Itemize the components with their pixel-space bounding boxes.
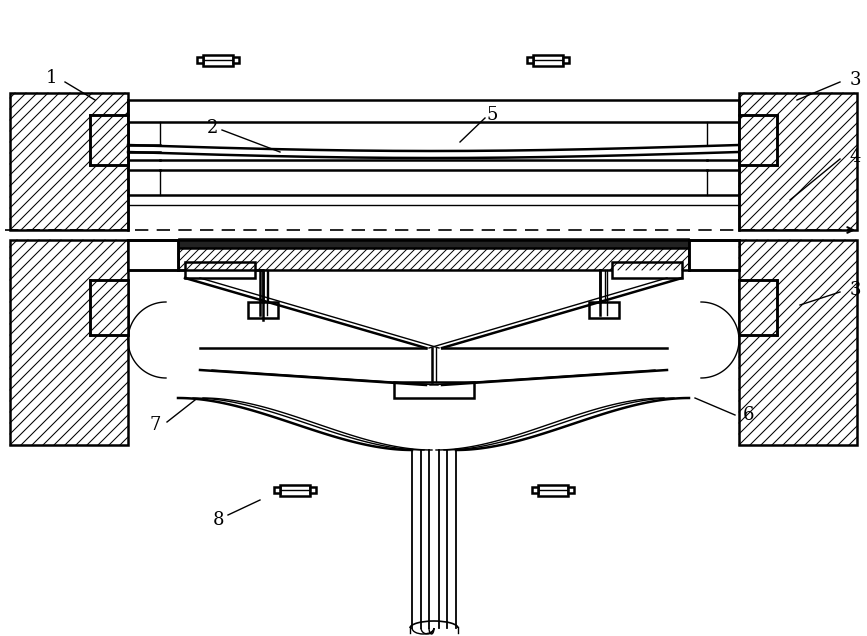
FancyBboxPatch shape — [248, 302, 278, 318]
FancyBboxPatch shape — [178, 238, 689, 248]
FancyBboxPatch shape — [90, 280, 128, 335]
FancyBboxPatch shape — [563, 57, 569, 63]
FancyBboxPatch shape — [739, 240, 857, 445]
FancyBboxPatch shape — [689, 240, 739, 270]
FancyBboxPatch shape — [90, 115, 128, 165]
Text: 6: 6 — [742, 406, 753, 424]
FancyBboxPatch shape — [233, 57, 239, 63]
FancyBboxPatch shape — [532, 487, 538, 493]
FancyBboxPatch shape — [739, 115, 777, 165]
Text: 4: 4 — [850, 148, 861, 166]
FancyBboxPatch shape — [185, 262, 255, 278]
Text: 1: 1 — [46, 69, 58, 87]
FancyBboxPatch shape — [128, 100, 739, 122]
FancyBboxPatch shape — [568, 487, 574, 493]
FancyBboxPatch shape — [589, 302, 619, 318]
FancyBboxPatch shape — [739, 93, 857, 230]
Text: 3: 3 — [850, 71, 861, 89]
FancyBboxPatch shape — [203, 55, 233, 66]
FancyBboxPatch shape — [739, 280, 777, 335]
Text: 7: 7 — [149, 416, 160, 434]
Text: 3: 3 — [850, 281, 861, 299]
Text: 5: 5 — [486, 106, 498, 124]
FancyBboxPatch shape — [394, 382, 474, 398]
FancyBboxPatch shape — [280, 485, 310, 495]
FancyBboxPatch shape — [538, 485, 568, 495]
FancyBboxPatch shape — [10, 240, 128, 445]
FancyBboxPatch shape — [310, 487, 316, 493]
FancyBboxPatch shape — [274, 487, 280, 493]
Text: 8: 8 — [212, 511, 224, 529]
FancyBboxPatch shape — [197, 57, 203, 63]
FancyBboxPatch shape — [128, 240, 178, 270]
FancyBboxPatch shape — [10, 93, 128, 230]
Text: 2: 2 — [207, 119, 218, 137]
FancyBboxPatch shape — [527, 57, 533, 63]
FancyBboxPatch shape — [533, 55, 563, 66]
FancyBboxPatch shape — [178, 248, 689, 270]
FancyBboxPatch shape — [612, 262, 682, 278]
